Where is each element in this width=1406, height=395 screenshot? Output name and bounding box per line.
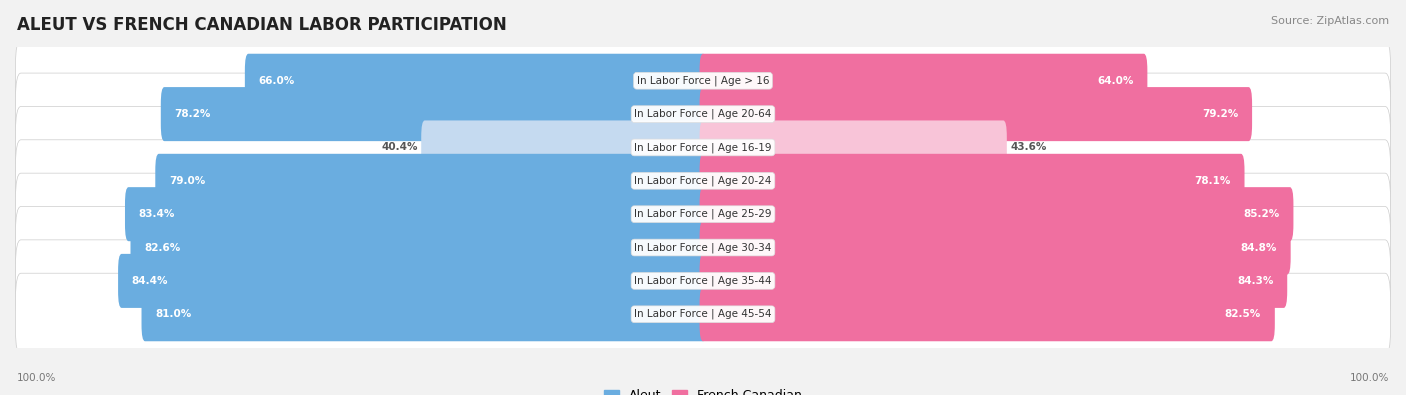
Text: 81.0%: 81.0% <box>155 309 191 319</box>
Text: In Labor Force | Age 20-24: In Labor Force | Age 20-24 <box>634 175 772 186</box>
Text: In Labor Force | Age > 16: In Labor Force | Age > 16 <box>637 75 769 86</box>
Text: 79.0%: 79.0% <box>169 176 205 186</box>
FancyBboxPatch shape <box>15 140 1391 222</box>
Text: 84.8%: 84.8% <box>1240 243 1277 252</box>
Text: 84.3%: 84.3% <box>1237 276 1274 286</box>
Text: In Labor Force | Age 45-54: In Labor Force | Age 45-54 <box>634 309 772 320</box>
FancyBboxPatch shape <box>15 273 1391 355</box>
Legend: Aleut, French Canadian: Aleut, French Canadian <box>599 384 807 395</box>
Text: 78.2%: 78.2% <box>174 109 211 119</box>
Text: 83.4%: 83.4% <box>139 209 176 219</box>
Text: 40.4%: 40.4% <box>381 143 418 152</box>
Text: ALEUT VS FRENCH CANADIAN LABOR PARTICIPATION: ALEUT VS FRENCH CANADIAN LABOR PARTICIPA… <box>17 16 506 34</box>
FancyBboxPatch shape <box>15 73 1391 155</box>
Text: 79.2%: 79.2% <box>1202 109 1239 119</box>
Text: In Labor Force | Age 16-19: In Labor Force | Age 16-19 <box>634 142 772 153</box>
FancyBboxPatch shape <box>700 287 1275 341</box>
FancyBboxPatch shape <box>118 254 706 308</box>
Text: In Labor Force | Age 20-64: In Labor Force | Age 20-64 <box>634 109 772 119</box>
Text: 100.0%: 100.0% <box>17 373 56 383</box>
FancyBboxPatch shape <box>125 187 706 241</box>
Text: 66.0%: 66.0% <box>259 76 295 86</box>
Text: 85.2%: 85.2% <box>1243 209 1279 219</box>
FancyBboxPatch shape <box>15 106 1391 188</box>
FancyBboxPatch shape <box>700 154 1244 208</box>
FancyBboxPatch shape <box>700 87 1253 141</box>
FancyBboxPatch shape <box>700 254 1288 308</box>
Text: 43.6%: 43.6% <box>1011 143 1046 152</box>
FancyBboxPatch shape <box>15 207 1391 289</box>
FancyBboxPatch shape <box>700 187 1294 241</box>
Text: 100.0%: 100.0% <box>1350 373 1389 383</box>
FancyBboxPatch shape <box>142 287 706 341</box>
Text: In Labor Force | Age 35-44: In Labor Force | Age 35-44 <box>634 276 772 286</box>
FancyBboxPatch shape <box>700 120 1007 175</box>
FancyBboxPatch shape <box>131 220 706 275</box>
FancyBboxPatch shape <box>700 220 1291 275</box>
FancyBboxPatch shape <box>15 40 1391 122</box>
FancyBboxPatch shape <box>245 54 706 108</box>
FancyBboxPatch shape <box>422 120 706 175</box>
FancyBboxPatch shape <box>155 154 706 208</box>
FancyBboxPatch shape <box>160 87 706 141</box>
FancyBboxPatch shape <box>15 173 1391 255</box>
Text: 84.4%: 84.4% <box>132 276 169 286</box>
Text: 82.6%: 82.6% <box>145 243 180 252</box>
FancyBboxPatch shape <box>700 54 1147 108</box>
Text: 82.5%: 82.5% <box>1225 309 1261 319</box>
Text: 78.1%: 78.1% <box>1194 176 1230 186</box>
Text: In Labor Force | Age 30-34: In Labor Force | Age 30-34 <box>634 242 772 253</box>
Text: Source: ZipAtlas.com: Source: ZipAtlas.com <box>1271 16 1389 26</box>
FancyBboxPatch shape <box>15 240 1391 322</box>
Text: In Labor Force | Age 25-29: In Labor Force | Age 25-29 <box>634 209 772 220</box>
Text: 64.0%: 64.0% <box>1097 76 1133 86</box>
